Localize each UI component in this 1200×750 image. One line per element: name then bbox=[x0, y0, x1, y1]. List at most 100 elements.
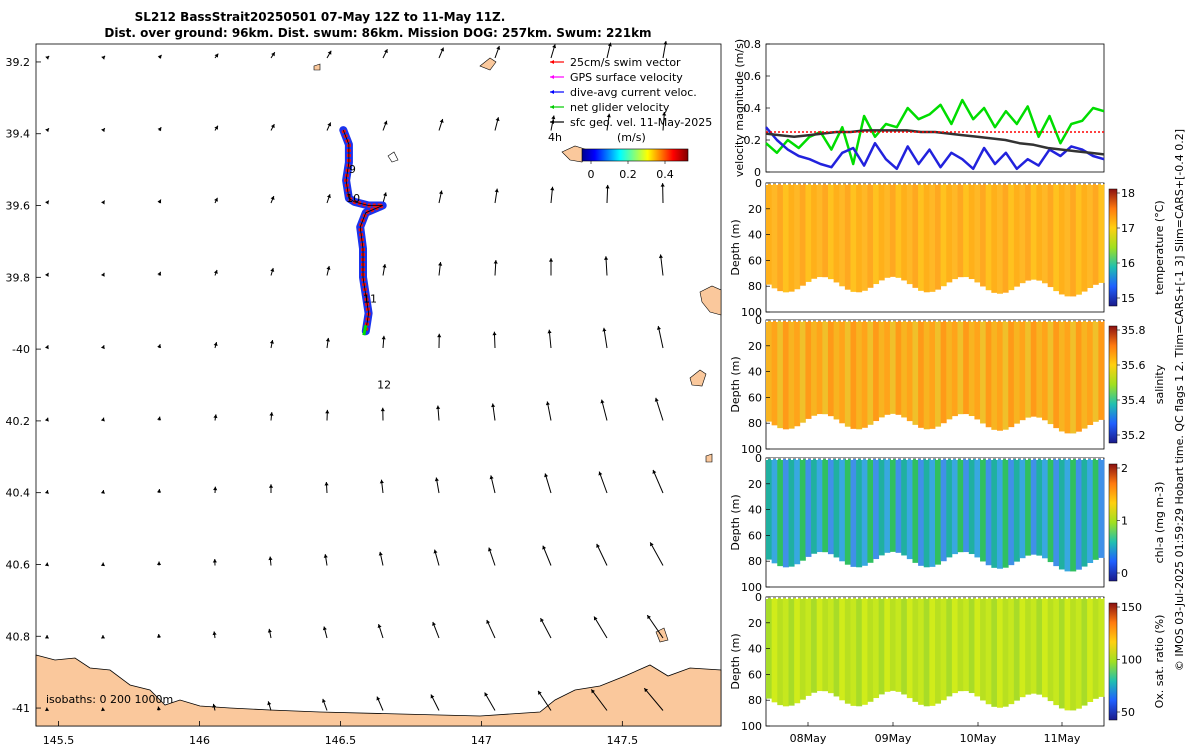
geo-vector-head bbox=[44, 562, 49, 567]
geo-vector-head bbox=[100, 345, 105, 350]
section-cell bbox=[777, 598, 784, 706]
section-cell bbox=[850, 598, 857, 706]
section-cell bbox=[856, 598, 863, 707]
geo-vector-head bbox=[484, 692, 489, 697]
section-cell bbox=[811, 321, 818, 416]
section-cell bbox=[974, 184, 981, 283]
section-colorbar-tick: 150 bbox=[1121, 601, 1142, 614]
section-cell bbox=[906, 321, 913, 422]
section-cell bbox=[777, 459, 784, 567]
geo-vector-head bbox=[44, 490, 49, 494]
section-cell bbox=[918, 321, 925, 428]
geo-vector-head bbox=[157, 54, 162, 59]
section-colorbar-tick: 35.2 bbox=[1121, 429, 1146, 442]
depth-tick-label: 40 bbox=[748, 504, 762, 517]
section-cell bbox=[1019, 321, 1026, 421]
depth-tick-label: 100 bbox=[741, 306, 762, 319]
geo-vector bbox=[646, 614, 664, 639]
map-y-tick-label: 39.6 bbox=[6, 200, 31, 213]
section-cell bbox=[1064, 321, 1071, 434]
section-cell bbox=[895, 459, 902, 553]
section-cell bbox=[1075, 321, 1082, 432]
geo-vector-head bbox=[545, 401, 550, 406]
section-cell bbox=[1042, 321, 1049, 421]
geo-vector-head bbox=[606, 113, 611, 118]
geo-vector bbox=[660, 254, 664, 276]
section-cell bbox=[844, 459, 851, 565]
section-cell bbox=[889, 459, 896, 552]
section-cell bbox=[827, 459, 834, 555]
section-cell bbox=[816, 321, 823, 415]
section-cell bbox=[1070, 459, 1077, 572]
section-temperature: 0 20 40 60 80 100 Depth (m) 18 17 16 15 temperature… bbox=[729, 177, 1166, 319]
section-cell bbox=[867, 598, 874, 702]
section-cell bbox=[923, 321, 930, 430]
section-cell bbox=[878, 184, 885, 281]
geo-vector-head bbox=[602, 327, 607, 332]
geo-vector bbox=[652, 469, 664, 494]
geo-vector-head bbox=[437, 333, 442, 338]
geo-vector-head bbox=[605, 184, 610, 189]
geo-vector-head bbox=[101, 707, 106, 712]
geo-vector bbox=[542, 545, 552, 566]
geo-vector-head bbox=[433, 549, 438, 554]
section-cell bbox=[1070, 184, 1077, 297]
section-cell bbox=[985, 321, 992, 428]
geo-vector-head bbox=[101, 55, 106, 60]
figure-title-line2: Dist. over ground: 96km. Dist. swum: 86k… bbox=[104, 26, 651, 40]
section-cell bbox=[1064, 598, 1071, 711]
geo-vector-head bbox=[647, 615, 651, 620]
section-cell bbox=[1064, 459, 1071, 572]
geo-vector-head bbox=[538, 690, 542, 695]
section-cell bbox=[1070, 321, 1077, 434]
section-cell bbox=[861, 184, 868, 291]
section-cell bbox=[1053, 321, 1060, 429]
section-cell bbox=[991, 321, 998, 430]
section-cell bbox=[833, 321, 840, 420]
section-cell bbox=[906, 184, 913, 285]
section-cell bbox=[1036, 459, 1043, 556]
geo-vector-head bbox=[547, 329, 552, 334]
section-cell bbox=[861, 321, 868, 428]
section-cell bbox=[906, 598, 913, 699]
section-cell bbox=[1008, 321, 1015, 428]
section-cell bbox=[839, 459, 846, 562]
section-cell bbox=[929, 184, 936, 292]
glider-track bbox=[339, 126, 387, 336]
section-cell bbox=[935, 184, 942, 290]
section-cell bbox=[991, 184, 998, 293]
geo-vector-head bbox=[323, 554, 328, 558]
section-cell bbox=[1002, 598, 1009, 707]
section-cell bbox=[788, 459, 795, 567]
geo-vector-head bbox=[100, 490, 105, 494]
geo-vector-head bbox=[493, 260, 498, 264]
geo-vector-head bbox=[325, 409, 330, 414]
geo-vector-head bbox=[548, 258, 554, 262]
section-cell bbox=[1030, 184, 1037, 280]
legend-label: net glider velocity bbox=[570, 101, 670, 114]
geo-vector bbox=[657, 325, 664, 349]
section-cell bbox=[816, 459, 823, 553]
section-cell bbox=[963, 184, 970, 278]
section-cell bbox=[968, 459, 975, 555]
section-cell bbox=[1075, 184, 1082, 295]
depth-tick-label: 40 bbox=[748, 229, 762, 242]
depth-tick-label: 60 bbox=[748, 254, 762, 267]
section-cell bbox=[1098, 598, 1105, 697]
geo-vector-head bbox=[436, 405, 441, 410]
section-colorbar-tick: 1 bbox=[1121, 515, 1128, 528]
section-cell bbox=[1047, 184, 1054, 288]
section-cell bbox=[901, 459, 908, 556]
geo-vector-head bbox=[663, 41, 668, 45]
geo-vector-head bbox=[540, 618, 544, 623]
section-cell bbox=[856, 459, 863, 568]
geo-vector-head bbox=[376, 696, 381, 701]
section-cell bbox=[1087, 321, 1094, 425]
section-cell bbox=[878, 598, 885, 695]
map-y-tick-label: 40.2 bbox=[6, 415, 31, 428]
geo-vector-head bbox=[600, 399, 605, 404]
section-cell bbox=[996, 184, 1003, 294]
geo-vector-head bbox=[101, 200, 105, 205]
section-cell bbox=[805, 598, 812, 696]
geo-vector-head bbox=[594, 616, 598, 621]
